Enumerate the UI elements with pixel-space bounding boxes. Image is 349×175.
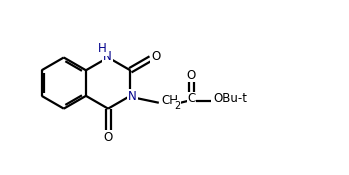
Text: N: N — [128, 90, 136, 103]
Text: CH: CH — [162, 94, 179, 107]
Text: O: O — [151, 50, 160, 63]
Text: C: C — [187, 92, 195, 105]
Text: OBu-t: OBu-t — [213, 92, 247, 105]
Text: N: N — [103, 50, 111, 63]
Text: H: H — [98, 42, 106, 55]
Text: O: O — [104, 131, 113, 144]
Text: O: O — [187, 69, 196, 82]
Text: 2: 2 — [174, 101, 181, 111]
